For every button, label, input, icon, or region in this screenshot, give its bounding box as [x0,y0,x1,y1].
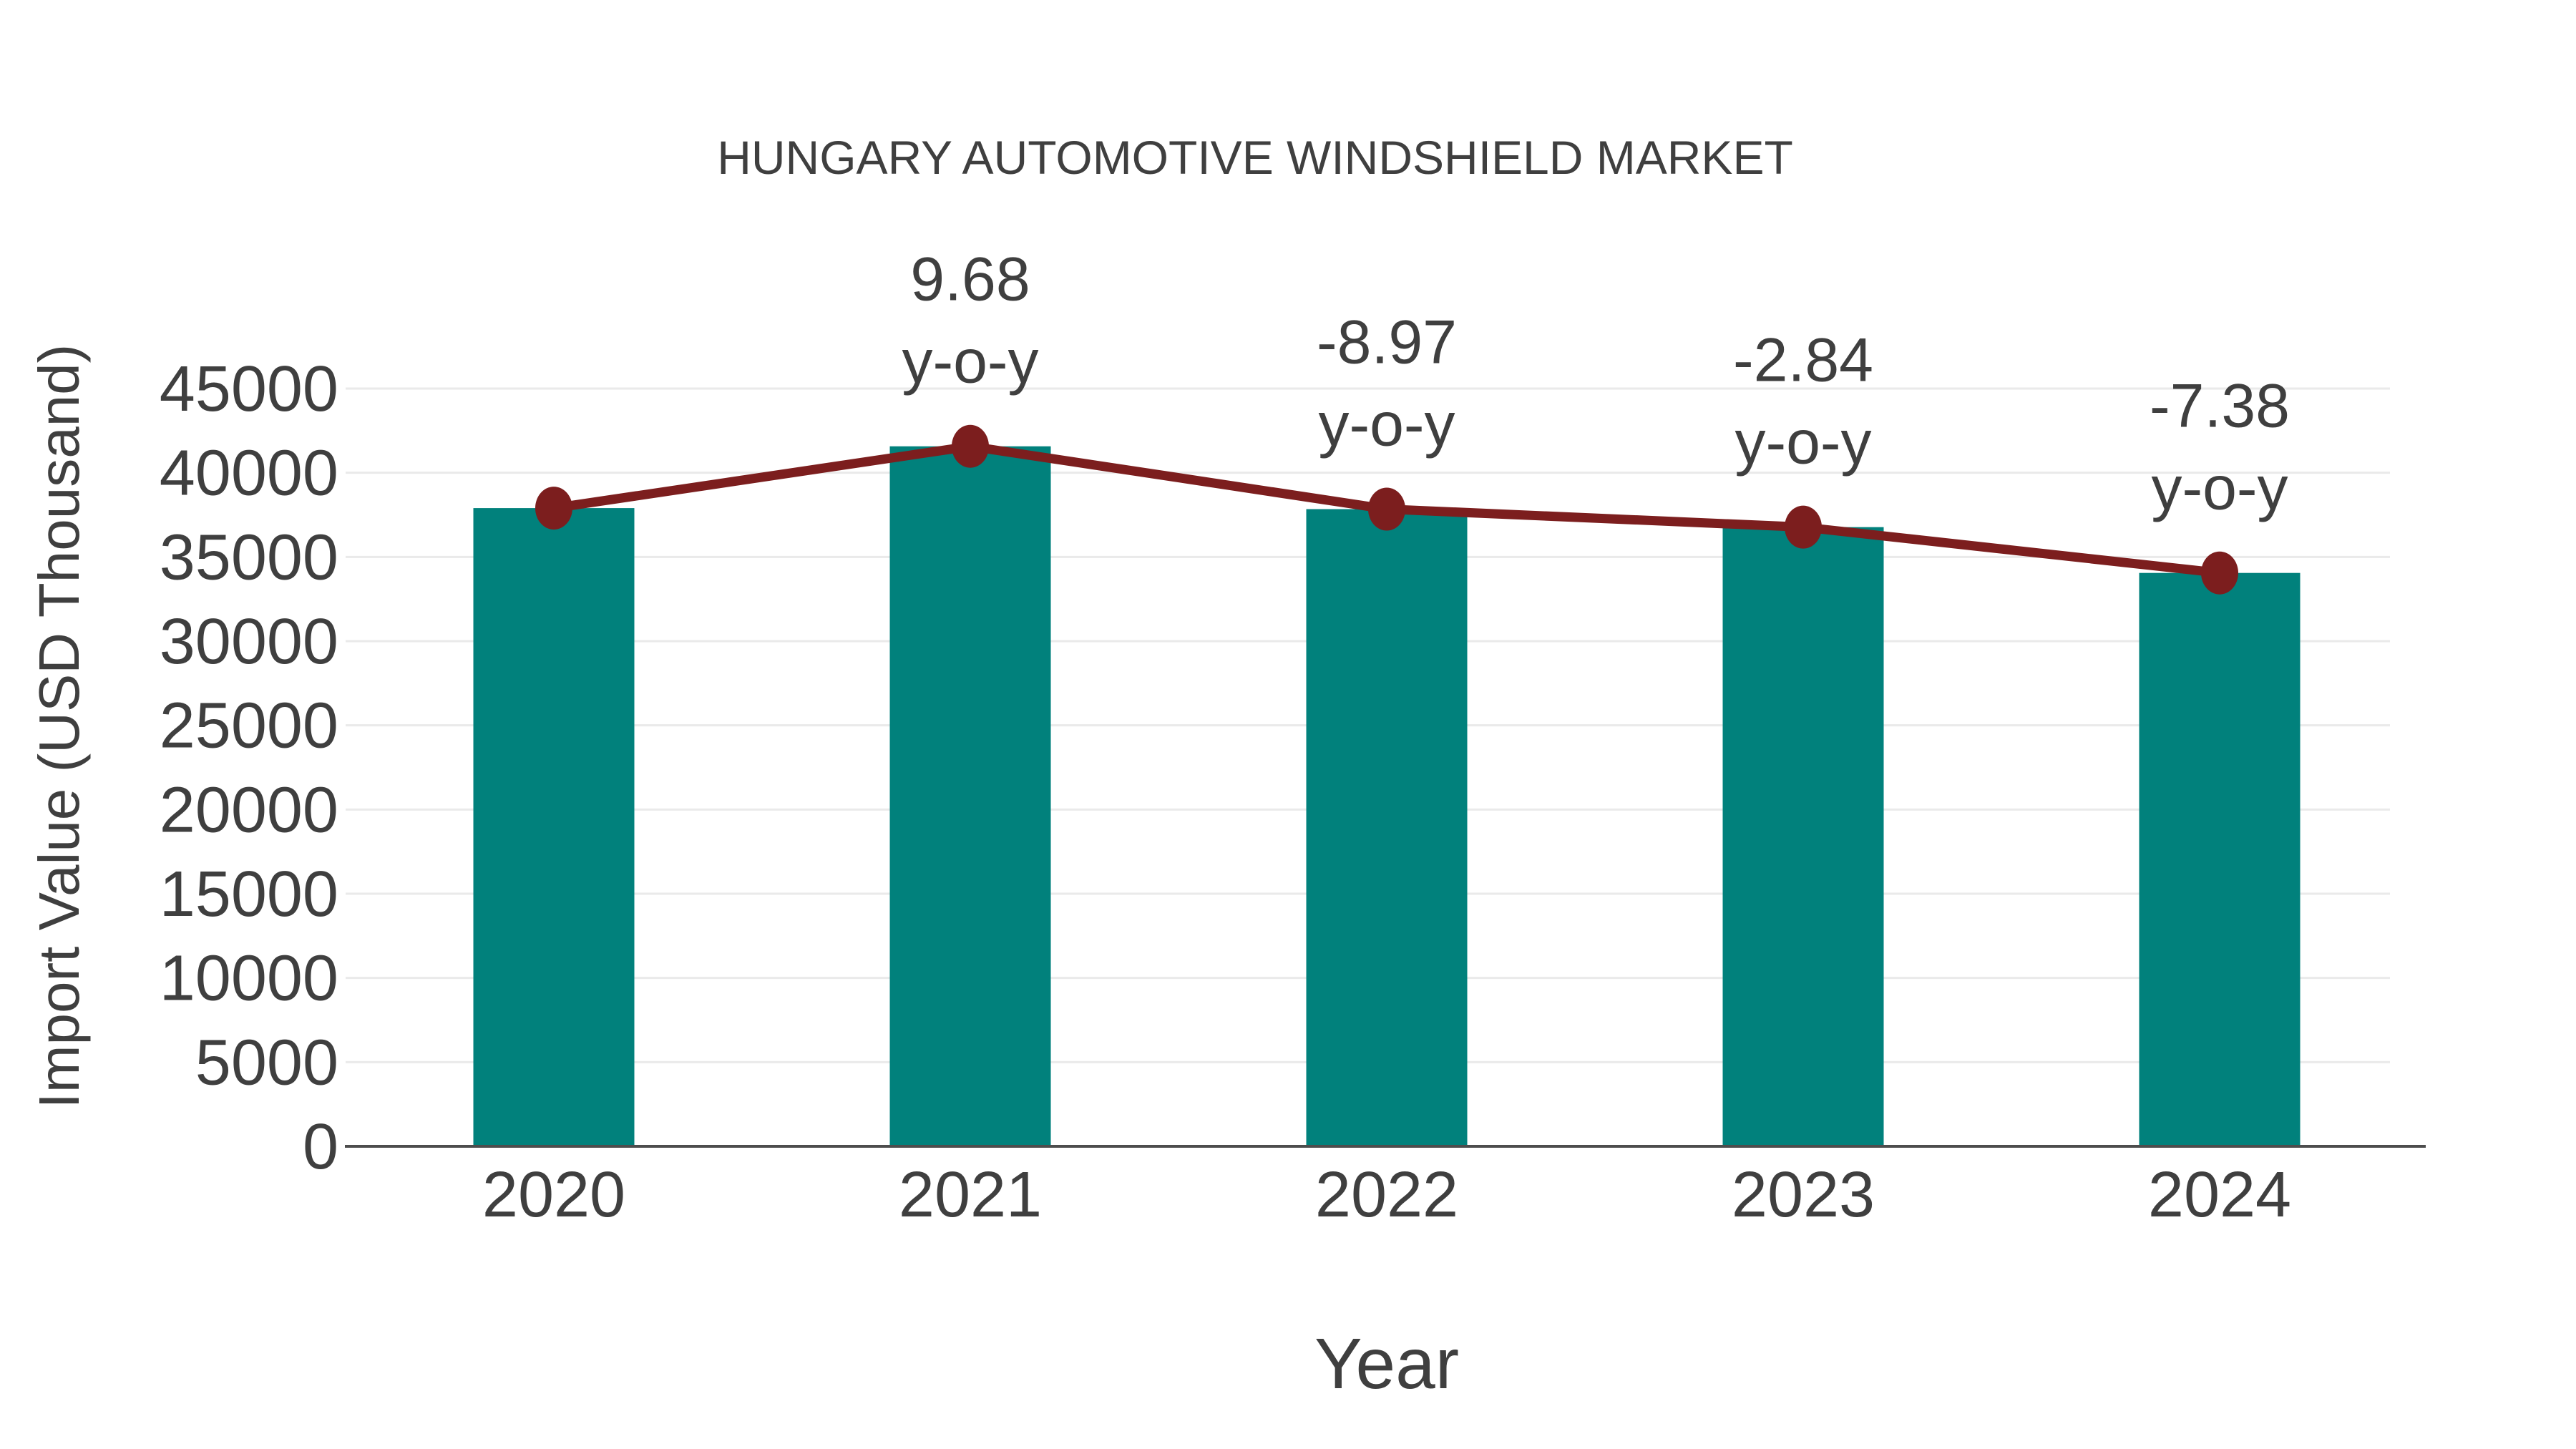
y-tick-label-5000: 5000 [195,1027,338,1098]
x-axis-title: Year [1314,1324,1459,1404]
yoy-suffix-2021: y-o-y [902,328,1038,396]
data-point-2022 [1368,487,1405,531]
x-tick-label-2023: 2023 [1732,1159,1875,1231]
y-tick-label-10000: 10000 [160,943,338,1015]
x-tick-label-2022: 2022 [1315,1159,1458,1231]
data-point-2021 [952,424,989,468]
y-tick-label-0: 0 [303,1111,338,1183]
yoy-value-2023: -2.84 [1733,326,1873,395]
x-tick-label-2021: 2021 [899,1159,1042,1231]
bar-2024 [2139,572,2301,1146]
y-tick-labels: 0 5000 10000 15000 20000 25000 30000 35000 40000… [160,353,338,1183]
bar-2021 [889,446,1051,1146]
yoy-value-2024: -7.38 [2150,372,2290,441]
yoy-annotations: 9.68 y-o-y -8.97 y-o-y -2.84 y-o-y -7.38 y-o-y [902,245,2290,523]
bar-2020 [473,508,635,1146]
yoy-suffix-2024: y-o-y [2151,454,2288,523]
yoy-suffix-2023: y-o-y [1735,409,1871,477]
x-tick-label-2020: 2020 [482,1159,625,1231]
y-axis-title: Import Value (USD Thousand) [27,344,91,1109]
chart-title: HUNGARY AUTOMOTIVE WINDSHIELD MARKET [717,131,1793,184]
x-tick-label-2024: 2024 [2148,1159,2291,1231]
y-tick-label-45000: 45000 [160,353,338,425]
y-tick-label-15000: 15000 [160,859,338,930]
y-tick-label-35000: 35000 [160,522,338,593]
bar-series [473,446,2301,1146]
yoy-value-2022: -8.97 [1317,308,1457,376]
yoy-suffix-2022: y-o-y [1318,390,1455,459]
data-point-2023 [1785,505,1822,549]
data-point-2020 [535,487,572,530]
line-series [535,424,2238,595]
data-point-2024 [2201,551,2238,595]
y-tick-label-20000: 20000 [160,774,338,846]
bar-2023 [1722,527,1884,1146]
y-tick-label-30000: 30000 [160,606,338,678]
bar-2022 [1306,509,1468,1146]
x-tick-labels: 2020 2021 2022 2023 2024 [482,1159,2291,1231]
y-tick-label-25000: 25000 [160,691,338,762]
y-tick-label-40000: 40000 [160,438,338,509]
yoy-value-2021: 9.68 [910,245,1030,314]
